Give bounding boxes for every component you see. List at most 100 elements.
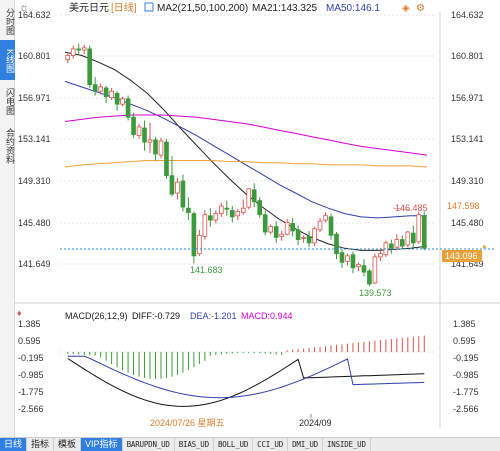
candle-body[interactable] xyxy=(273,226,279,238)
candle-body[interactable] xyxy=(158,140,164,156)
candle-body[interactable] xyxy=(350,254,356,269)
candle-body[interactable] xyxy=(142,127,147,143)
candle-body[interactable] xyxy=(262,214,268,233)
tab-barupdn[interactable]: BARUPDN_UD xyxy=(123,437,175,451)
tab-daily[interactable]: 日线 xyxy=(0,437,28,451)
candle-body[interactable] xyxy=(301,237,306,239)
candle-body[interactable] xyxy=(312,228,317,244)
sun-icon[interactable]: ☼ xyxy=(19,2,29,14)
candle-body[interactable] xyxy=(290,222,295,232)
candle-body[interactable] xyxy=(323,215,328,221)
ma-params-label: MA2(21,50,100,200) xyxy=(157,3,248,14)
high-annotation: 146.485 xyxy=(395,203,428,213)
candle-body[interactable] xyxy=(372,256,378,284)
tab-time-share[interactable]: 分时图 xyxy=(5,7,15,35)
latest-value: 147.598 xyxy=(447,201,480,211)
candle-body[interactable] xyxy=(164,141,169,177)
candle-body[interactable] xyxy=(410,232,416,244)
candle-body[interactable] xyxy=(213,213,219,221)
candle-body[interactable] xyxy=(131,116,136,135)
candle-body[interactable] xyxy=(246,188,252,208)
candle-body[interactable] xyxy=(378,253,383,258)
candle-body[interactable] xyxy=(180,180,186,208)
candle-body[interactable] xyxy=(120,98,125,105)
ma-checkbox[interactable] xyxy=(144,2,154,12)
period-label[interactable]: [日线] xyxy=(111,1,137,14)
settings-icon[interactable]: ⚙ xyxy=(416,3,425,14)
candle-body[interactable] xyxy=(125,98,131,118)
price-tick-right: 141.649 xyxy=(451,259,484,269)
candle-body[interactable] xyxy=(136,126,142,137)
macd-tick: -1.775 xyxy=(18,387,44,397)
tab-lightning[interactable]: 闪电图 xyxy=(5,87,15,115)
ma-line-ma100 xyxy=(64,114,428,156)
price-tick: 156.971 xyxy=(18,93,51,103)
tab-dmi[interactable]: DMI_UD xyxy=(288,437,323,451)
candle-body[interactable] xyxy=(284,221,290,235)
symbol-title: 美元日元 xyxy=(69,1,109,14)
candle-body[interactable] xyxy=(240,207,246,213)
candle-body[interactable] xyxy=(218,205,224,215)
tab-indicator[interactable]: 指标 xyxy=(27,437,55,451)
candle-body[interactable] xyxy=(257,200,263,216)
candle-body[interactable] xyxy=(317,220,323,231)
macd-lines xyxy=(67,355,425,407)
candle-body[interactable] xyxy=(356,264,361,268)
tab-cci[interactable]: CCI_UD xyxy=(253,437,289,451)
candle-body[interactable] xyxy=(153,139,158,155)
candle-body[interactable] xyxy=(389,243,394,249)
tab-inside[interactable]: INSIDE_UD xyxy=(323,437,371,451)
candle-body[interactable] xyxy=(197,234,202,255)
candle-body[interactable] xyxy=(235,211,241,217)
candle-body[interactable] xyxy=(175,181,180,194)
candle-body[interactable] xyxy=(70,48,76,56)
tab-vip-indicator[interactable]: VIP指标 xyxy=(81,437,123,451)
candle-body[interactable] xyxy=(328,216,334,236)
candle-body[interactable] xyxy=(251,189,257,203)
price-tick-right: 164.632 xyxy=(451,10,484,20)
candle-body[interactable] xyxy=(76,48,82,51)
tab-bias[interactable]: BIAS_UD xyxy=(175,437,214,451)
macd-tick: -0.985 xyxy=(18,370,44,380)
candle-body[interactable] xyxy=(339,252,345,263)
candle-body[interactable] xyxy=(186,207,191,213)
candle-body[interactable] xyxy=(405,231,411,246)
candle-body[interactable] xyxy=(367,270,372,285)
candle-body[interactable] xyxy=(169,175,175,195)
tab-template[interactable]: 模板 xyxy=(54,437,82,451)
candle-body[interactable] xyxy=(191,213,197,257)
candle-body[interactable] xyxy=(229,209,235,218)
tab-kline[interactable]: K线图 xyxy=(0,40,15,80)
candle-body[interactable] xyxy=(394,239,400,248)
candle-body[interactable] xyxy=(147,139,153,143)
candle-body[interactable] xyxy=(224,207,230,210)
candle-body[interactable] xyxy=(87,48,93,86)
ma50-value: MA50:146.1 xyxy=(326,3,380,14)
price-tick: 145.480 xyxy=(18,218,51,228)
candle-body[interactable] xyxy=(92,84,98,92)
candlestick-chart[interactable]: ☼ 美元日元 [日线] MA2(21,50,100,200) MA21:143.… xyxy=(15,0,500,437)
candle-body[interactable] xyxy=(399,239,405,247)
candle-body[interactable] xyxy=(295,229,301,241)
candle-body[interactable] xyxy=(103,87,109,98)
candle-body[interactable] xyxy=(345,255,350,262)
candle-body[interactable] xyxy=(98,86,103,92)
candle-body[interactable] xyxy=(279,233,284,237)
tab-boll[interactable]: BOLL_UD xyxy=(214,437,254,451)
indicator-icon[interactable]: ◈ xyxy=(402,3,410,14)
candle-body[interactable] xyxy=(202,214,208,237)
candle-body[interactable] xyxy=(416,214,422,243)
candle-body[interactable] xyxy=(208,215,213,221)
candle-body[interactable] xyxy=(334,233,339,255)
candle-body[interactable] xyxy=(109,90,114,99)
tab-contract-info[interactable]: 合约资料 xyxy=(5,128,15,164)
candle-body[interactable] xyxy=(268,226,274,233)
latest-value-box xyxy=(444,200,482,211)
candle-body[interactable] xyxy=(421,215,427,249)
candle-body[interactable] xyxy=(306,235,312,244)
candle-body[interactable] xyxy=(114,92,120,105)
macd-tick-right: -0.195 xyxy=(453,353,479,363)
candle-body[interactable] xyxy=(65,55,71,61)
candle-body[interactable] xyxy=(361,265,367,273)
candle-body[interactable] xyxy=(81,47,87,51)
